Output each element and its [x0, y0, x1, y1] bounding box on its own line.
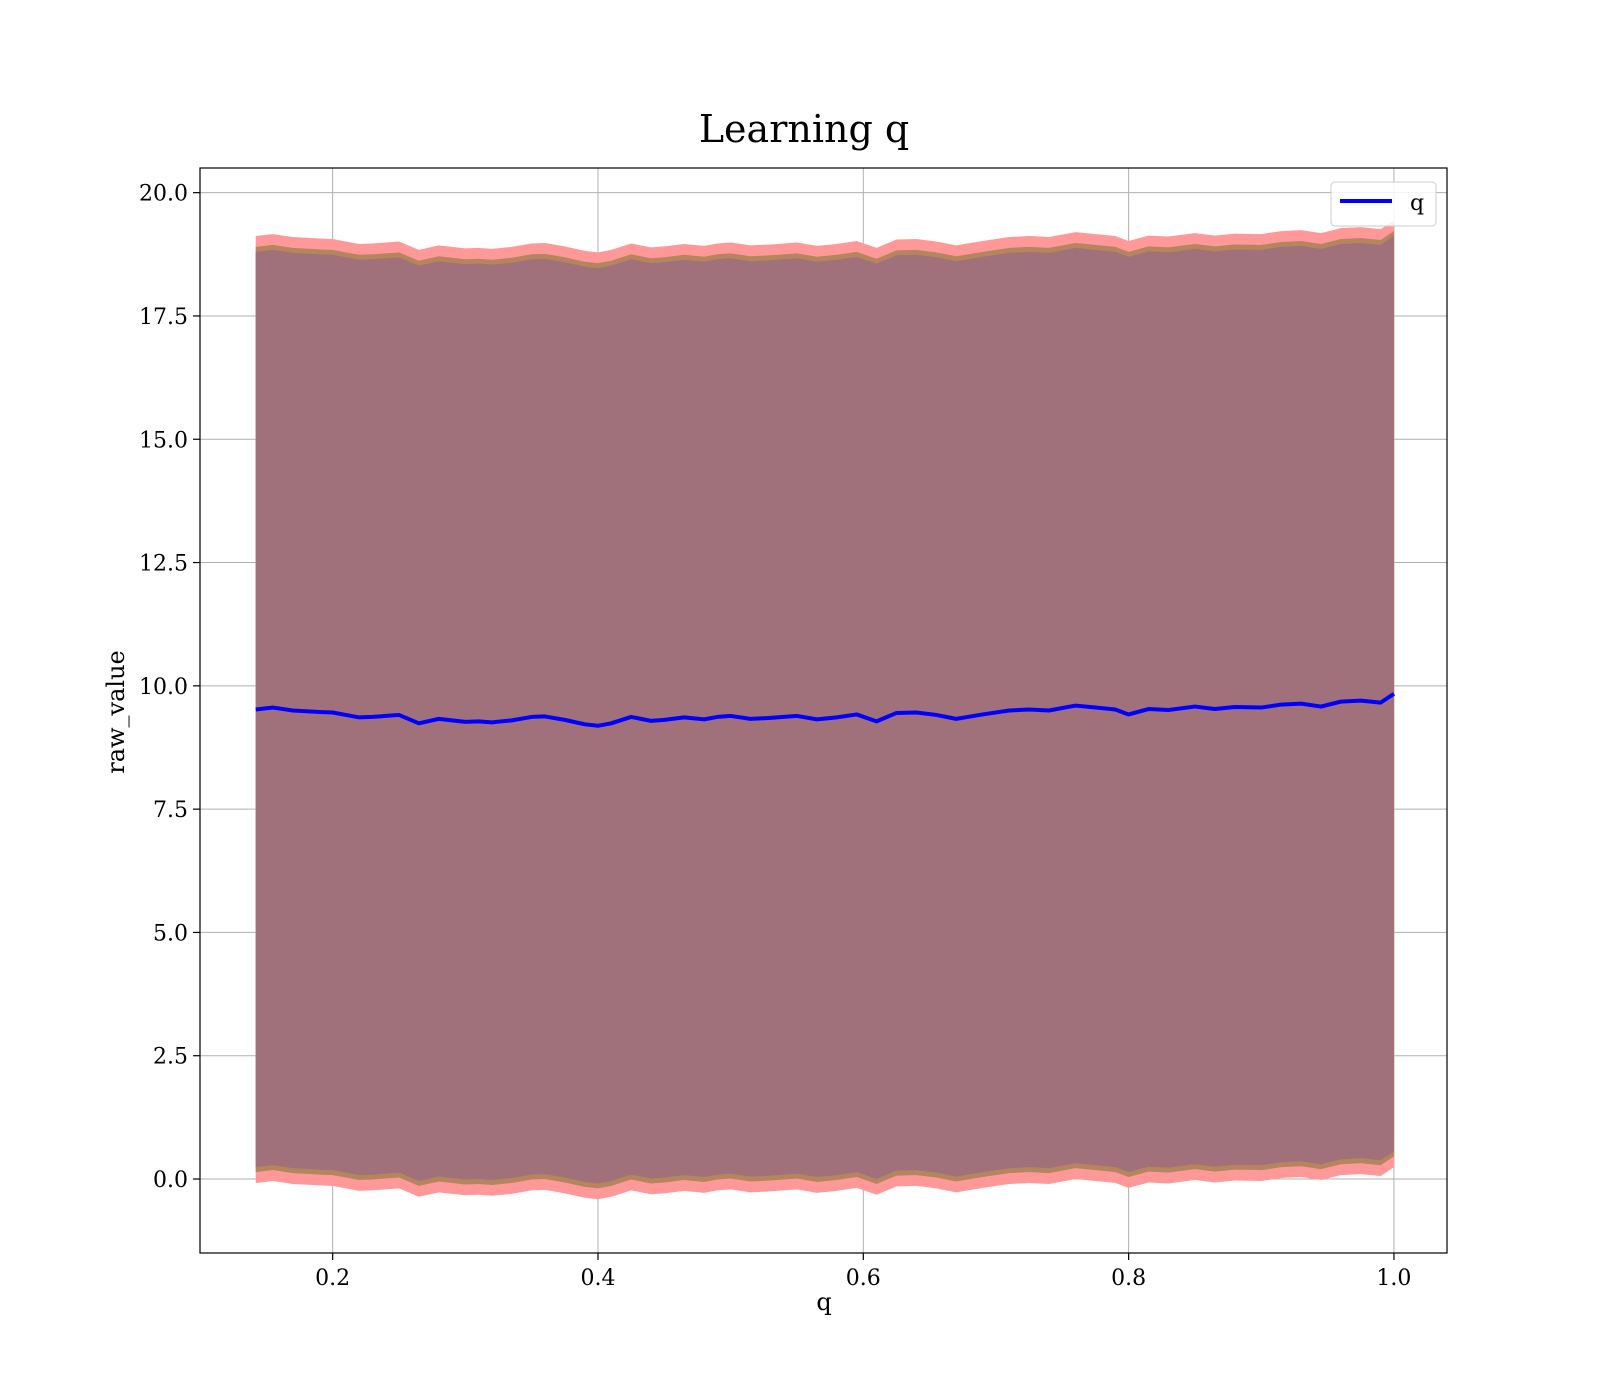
y-axis-label: raw_value — [102, 650, 130, 774]
y-axis: 0.0 2.5 5.0 7.5 10.0 12.5 15.0 17.5 20.0 — [139, 182, 200, 1193]
y-tick-label: 12.5 — [139, 552, 188, 577]
x-tick-label: 0.2 — [315, 1266, 350, 1291]
core-band — [255, 236, 1394, 1184]
y-tick-label: 10.0 — [139, 675, 188, 700]
x-tick-label: 0.4 — [580, 1266, 615, 1291]
x-axis-label: q — [816, 1288, 831, 1316]
x-tick-label: 0.6 — [846, 1266, 881, 1291]
y-tick-label: 0.0 — [153, 1168, 188, 1193]
legend: q — [1330, 181, 1437, 227]
legend-box — [1330, 181, 1437, 227]
legend-label-q: q — [1410, 191, 1424, 216]
series-line-q — [255, 692, 1396, 728]
confidence-bands — [255, 220, 1394, 1200]
y-tick-label: 17.5 — [139, 305, 188, 330]
y-tick-label: 5.0 — [153, 921, 188, 946]
y-tick-label: 7.5 — [153, 798, 188, 823]
y-tick-label: 20.0 — [139, 182, 188, 207]
x-axis: 0.2 0.4 0.6 0.8 1.0 — [315, 1253, 1411, 1291]
plot-frame — [199, 167, 1448, 1254]
y-tick-label: 15.0 — [139, 428, 188, 453]
chart-title: Learning q — [699, 107, 909, 151]
x-tick-label: 1.0 — [1376, 1266, 1411, 1291]
x-tick-label: 0.8 — [1111, 1266, 1146, 1291]
y-tick-label: 2.5 — [153, 1045, 188, 1070]
series-lines — [255, 692, 1396, 728]
